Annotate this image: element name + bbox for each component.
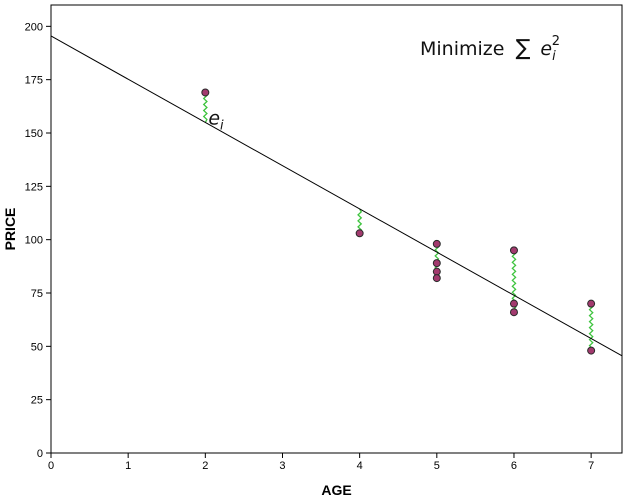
x-tick-label: 1 <box>125 460 131 472</box>
residual-line <box>588 303 594 352</box>
data-point <box>432 274 441 283</box>
y-tick-label: 100 <box>25 235 43 247</box>
data-points <box>201 88 596 355</box>
x-tick-label: 2 <box>202 460 208 472</box>
axis-ticks: 0 25 50 75 100 125 150 175 200 0 1 2 3 4 5 6 7 <box>25 21 595 472</box>
data-point <box>587 346 596 355</box>
x-tick-label: 4 <box>357 460 363 472</box>
regression-line <box>50 35 623 357</box>
residual-line <box>202 92 208 123</box>
x-tick-label: 5 <box>434 460 440 472</box>
residual-lines <box>202 92 594 352</box>
data-point <box>509 299 518 308</box>
minimize-formula: Minimize ∑ ei2 <box>420 34 560 64</box>
x-tick-label: 3 <box>279 460 285 472</box>
y-tick-label: 50 <box>31 341 43 353</box>
y-tick-label: 200 <box>25 21 43 33</box>
residual-label-base: e <box>208 107 220 129</box>
data-point <box>587 299 596 308</box>
formula-base: e <box>540 38 552 60</box>
y-tick-label: 25 <box>31 395 43 407</box>
y-tick-label: 0 <box>37 448 43 460</box>
y-axis-title: PRICE <box>2 208 18 251</box>
y-tick-label: 150 <box>25 128 43 140</box>
formula-subscript: i <box>552 49 556 64</box>
x-tick-label: 0 <box>48 460 54 472</box>
residual-label-subscript: i <box>220 118 224 133</box>
regression-line-layer <box>50 35 623 357</box>
residual-label: ei <box>208 107 224 133</box>
plot-frame <box>50 4 623 454</box>
data-point <box>355 229 364 238</box>
data-point <box>509 308 518 317</box>
formula-superscript: 2 <box>552 34 560 49</box>
y-tick-label: 75 <box>31 288 43 300</box>
x-tick-label: 7 <box>588 460 594 472</box>
y-tick-label: 175 <box>25 75 43 87</box>
formula-sum-symbol: ∑ <box>516 36 531 61</box>
data-point <box>201 88 210 97</box>
y-tick-label: 125 <box>25 181 43 193</box>
data-point <box>432 239 441 248</box>
data-point <box>432 259 441 268</box>
formula-text: Minimize <box>420 38 504 60</box>
x-tick-label: 6 <box>511 460 517 472</box>
data-point <box>509 246 518 255</box>
x-axis-title: AGE <box>321 482 351 498</box>
